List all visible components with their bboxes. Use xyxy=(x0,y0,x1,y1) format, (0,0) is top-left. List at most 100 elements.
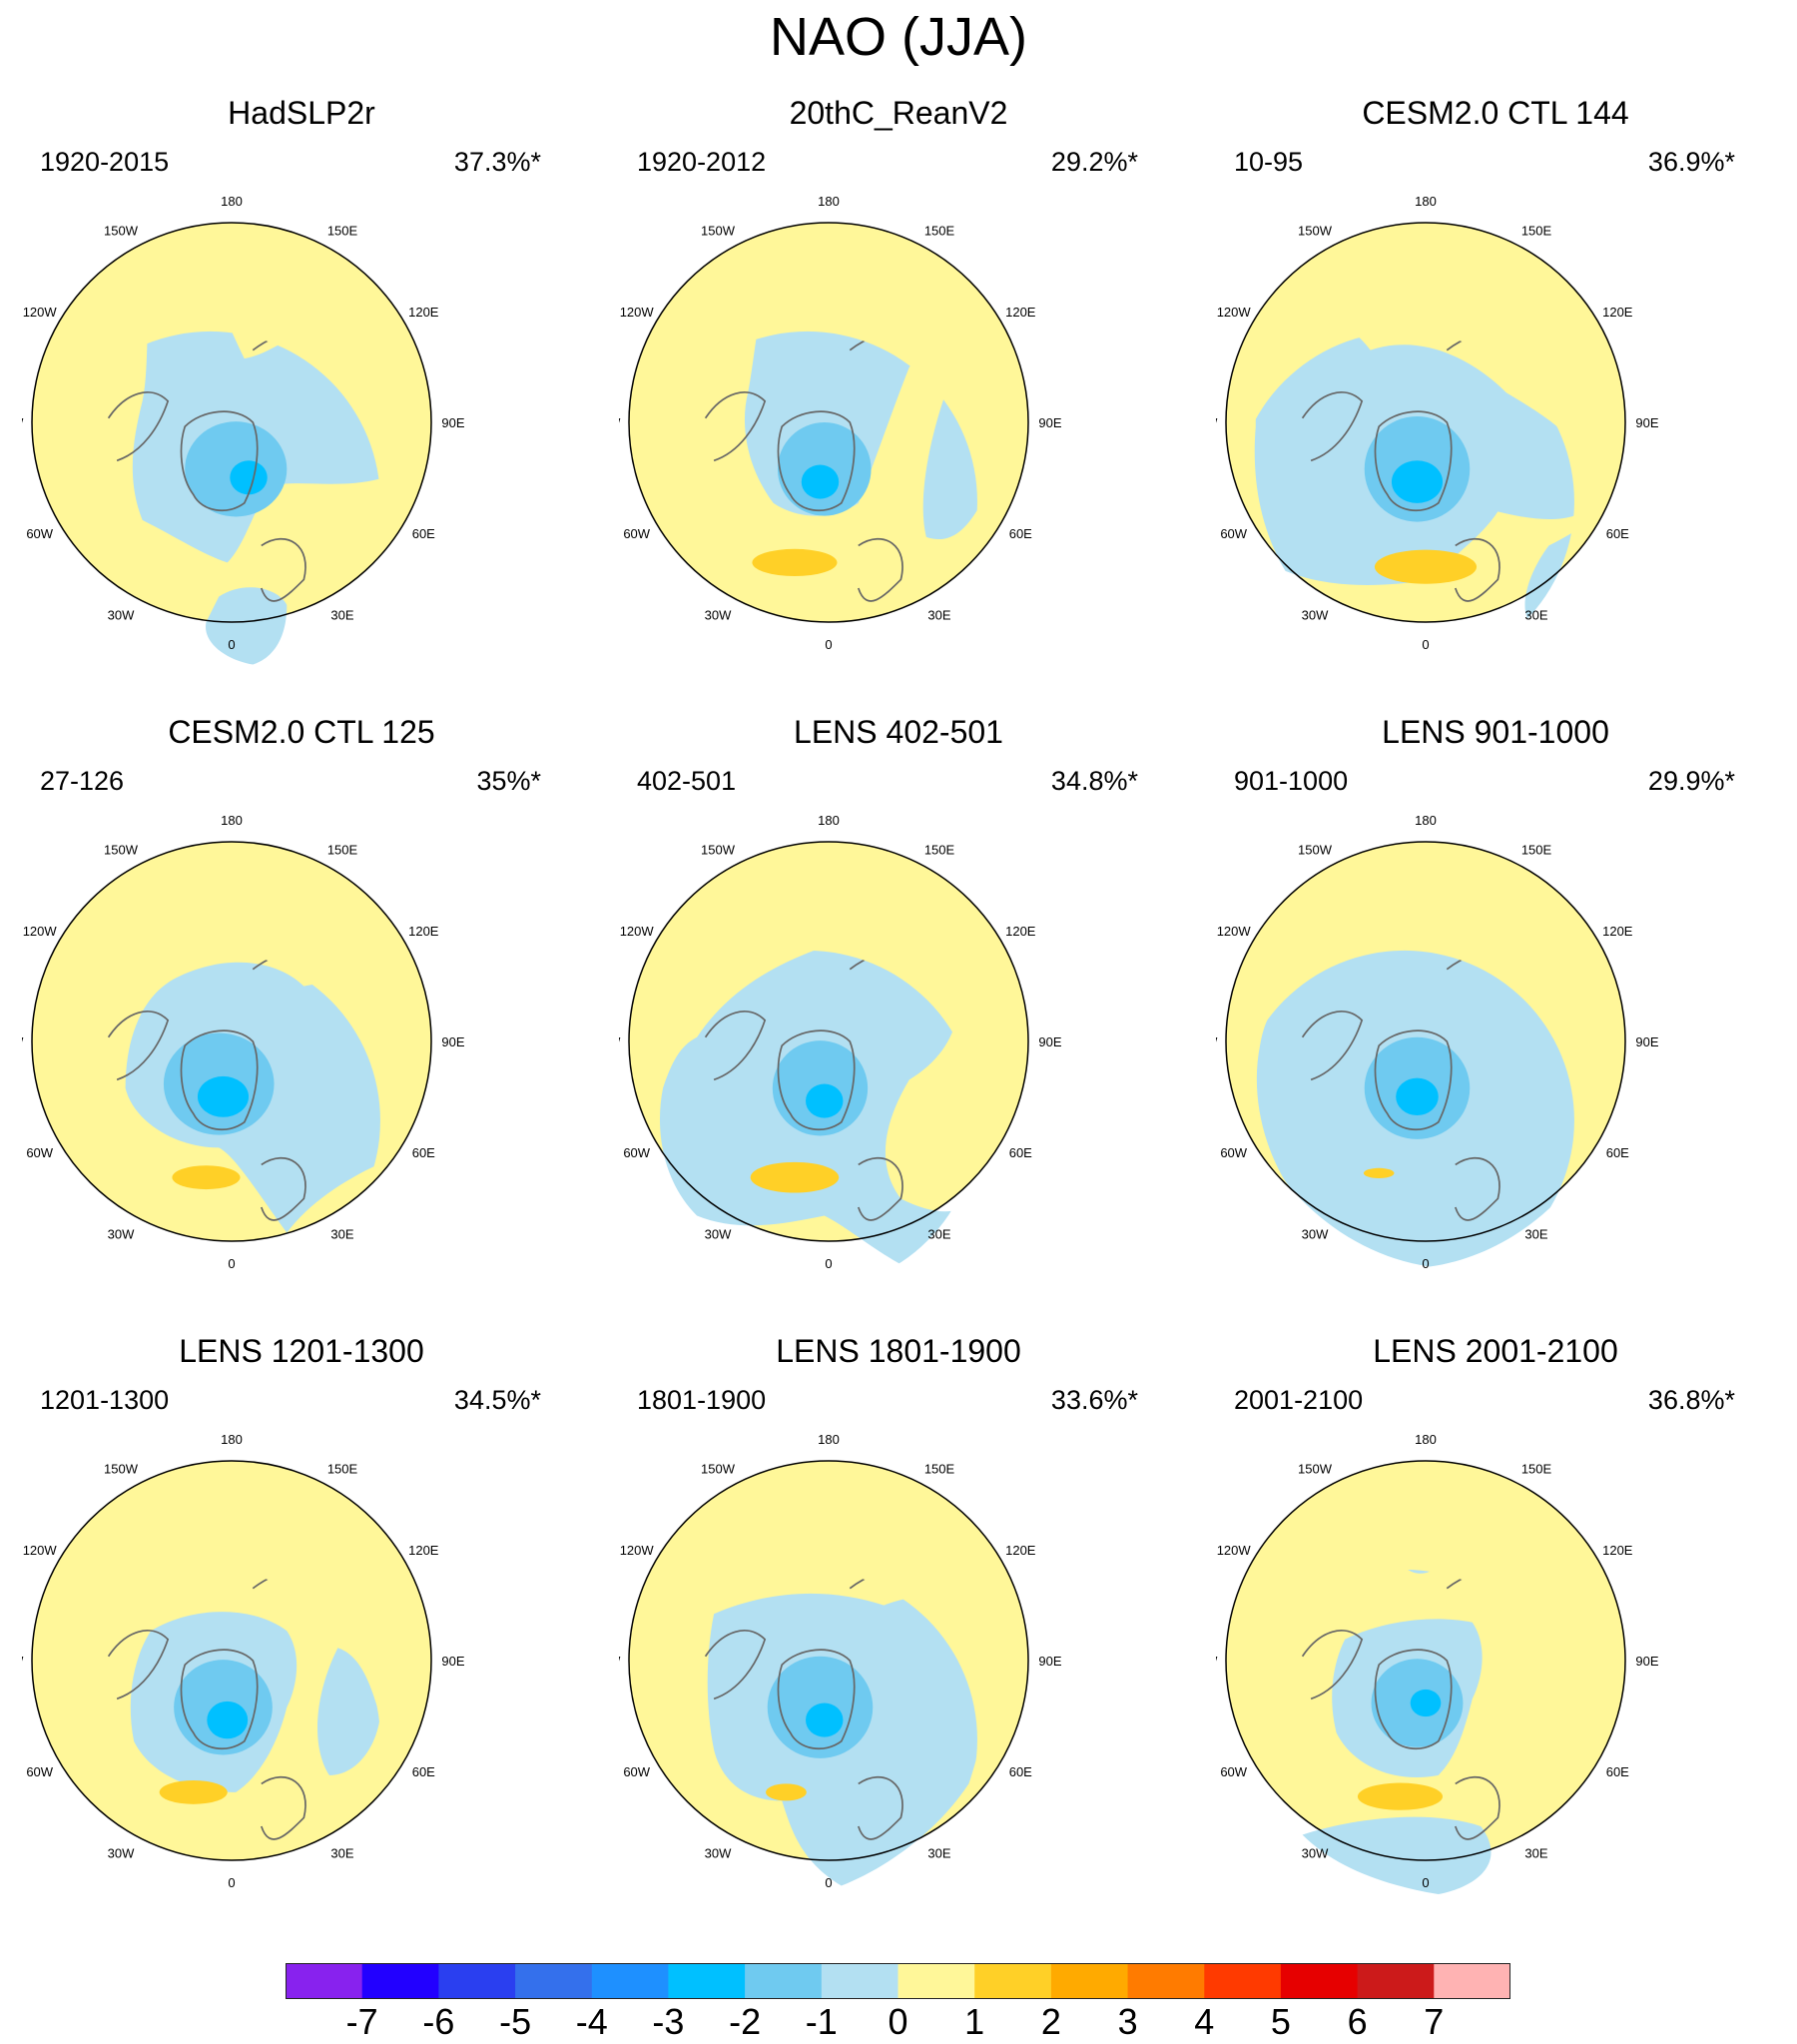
map-panel: 180 150E 120E 90E 60E 30E 0 30W 60W 90W 120W 150W 2… xyxy=(619,95,1178,714)
panel-title: LENS 402-501 xyxy=(794,714,1003,750)
longitude-label: 150W xyxy=(104,843,139,858)
contour-region xyxy=(1357,1782,1444,1810)
colorbar-tick-label: 1 xyxy=(964,2001,985,2042)
longitude-label: 60W xyxy=(1220,1764,1247,1779)
panel-title: CESM2.0 CTL 125 xyxy=(168,714,435,750)
panel-variance: 36.9%* xyxy=(1647,147,1735,177)
longitude-label: 60W xyxy=(26,1145,53,1160)
colorbar-tick-label: 2 xyxy=(1040,2001,1061,2042)
longitude-label: 120W xyxy=(1217,305,1252,320)
contour-region xyxy=(1396,1077,1439,1116)
anomaly-contours xyxy=(1256,950,1574,1267)
contour-region xyxy=(766,1783,807,1801)
colorbar-box xyxy=(1127,1963,1205,1999)
panel-variance: 35%* xyxy=(476,766,541,796)
figure-title: NAO (JJA) xyxy=(769,7,1027,67)
panel-variance: 33.6%* xyxy=(1050,1385,1138,1415)
colorbar-box xyxy=(515,1963,593,1999)
colorbar-box xyxy=(974,1963,1052,1999)
longitude-label: 90W xyxy=(1216,1654,1218,1669)
longitude-label: 150W xyxy=(701,224,736,239)
colorbar-tick-label: -1 xyxy=(805,2001,838,2042)
longitude-label: 150E xyxy=(327,224,358,239)
longitude-label: 0 xyxy=(825,637,832,652)
longitude-label: 60E xyxy=(412,1764,435,1779)
longitude-label: 30E xyxy=(927,1845,950,1860)
longitude-label: 150E xyxy=(1521,224,1552,239)
anomaly-contours xyxy=(107,950,380,1233)
panel-variance: 37.3%* xyxy=(453,147,541,177)
greenland-coastline xyxy=(777,1029,856,1131)
north-america-coastline xyxy=(704,1630,767,1701)
longitude-label: 30W xyxy=(108,1845,135,1860)
longitude-label: 0 xyxy=(228,1256,235,1271)
contour-region xyxy=(172,1165,241,1190)
longitude-label: 90W xyxy=(619,1034,621,1049)
longitude-label: 180 xyxy=(818,813,840,828)
longitude-label: 30W xyxy=(108,607,135,622)
longitude-label: 90E xyxy=(1038,1654,1061,1669)
colorbar-outline xyxy=(286,1963,1510,1999)
anomaly-contours xyxy=(659,950,977,1284)
europe-coastline xyxy=(1454,1775,1500,1840)
longitude-label: 30E xyxy=(1524,1226,1547,1241)
longitude-label: 150E xyxy=(1521,843,1552,858)
map-boundary xyxy=(31,841,432,1242)
longitude-label: 0 xyxy=(825,1256,832,1271)
colorbar-tick-label: -2 xyxy=(729,2001,762,2042)
colorbar-tick-label: 7 xyxy=(1424,2001,1445,2042)
map-panel: 180 150E 120E 90E 60E 30E 0 30W 60W 90W 120W 150W C… xyxy=(22,714,581,1333)
panel-title: HadSLP2r xyxy=(228,95,375,131)
longitude-label: 30W xyxy=(705,607,732,622)
contour-region xyxy=(806,1083,844,1118)
polar-map: 180 150E 120E 90E 60E 30E 0 30W 60W 90W 120W 150W xyxy=(1216,1432,1659,1895)
longitude-label: 120E xyxy=(1602,305,1633,320)
longitude-label: 30E xyxy=(927,607,950,622)
longitude-label: 90E xyxy=(441,415,464,430)
colorbar-box xyxy=(361,1963,439,1999)
colorbar-tick-label: -4 xyxy=(575,2001,608,2042)
longitude-label: 150W xyxy=(701,843,736,858)
contour-region xyxy=(197,1075,250,1117)
north-america-coastline xyxy=(1301,391,1364,462)
greenland-coastline xyxy=(777,410,856,512)
contour-region xyxy=(230,460,268,495)
greenland-coastline xyxy=(180,1029,259,1131)
longitude-label: 180 xyxy=(818,1432,840,1447)
colorbar-tick-label: 5 xyxy=(1270,2001,1291,2042)
colorbar-tick-label: 4 xyxy=(1194,2001,1215,2042)
colorbar-box xyxy=(1280,1963,1359,1999)
polar-map: 180 150E 120E 90E 60E 30E 0 30W 60W 90W 120W 150W xyxy=(1216,813,1659,1271)
north-america-coastline xyxy=(704,391,767,462)
map-boundary xyxy=(31,222,432,623)
longitude-label: 120W xyxy=(620,924,655,939)
contour-region xyxy=(207,1701,249,1739)
europe-coastline xyxy=(857,1156,903,1221)
colorbar-tick-label: -6 xyxy=(422,2001,455,2042)
colorbar-box xyxy=(591,1963,670,1999)
panel-variance: 34.5%* xyxy=(453,1385,541,1415)
anomaly-contours xyxy=(107,331,380,665)
europe-coastline xyxy=(260,1156,306,1221)
longitude-label: 60W xyxy=(26,1764,53,1779)
longitude-label: 120E xyxy=(1005,305,1036,320)
panel-title: LENS 901-1000 xyxy=(1382,714,1609,750)
longitude-label: 120E xyxy=(1005,924,1036,939)
colorbar-tick-label: 6 xyxy=(1347,2001,1368,2042)
longitude-label: 90W xyxy=(1216,1034,1218,1049)
longitude-label: 0 xyxy=(825,1875,832,1890)
longitude-label: 90W xyxy=(619,1654,621,1669)
panel-title: CESM2.0 CTL 144 xyxy=(1362,95,1629,131)
longitude-label: 30W xyxy=(705,1226,732,1241)
greenland-coastline xyxy=(180,1649,259,1750)
panel-variance: 34.8%* xyxy=(1050,766,1138,796)
panel-title: LENS 1201-1300 xyxy=(179,1333,424,1369)
colorbar-box xyxy=(286,1963,363,1999)
longitude-label: 30E xyxy=(330,1226,353,1241)
longitude-label: 180 xyxy=(221,813,243,828)
panel-variance: 29.9%* xyxy=(1647,766,1735,796)
longitude-label: 60E xyxy=(412,526,435,541)
contour-region xyxy=(806,1703,844,1737)
panel-period: 1201-1300 xyxy=(40,1385,170,1415)
longitude-label: 60W xyxy=(26,526,53,541)
